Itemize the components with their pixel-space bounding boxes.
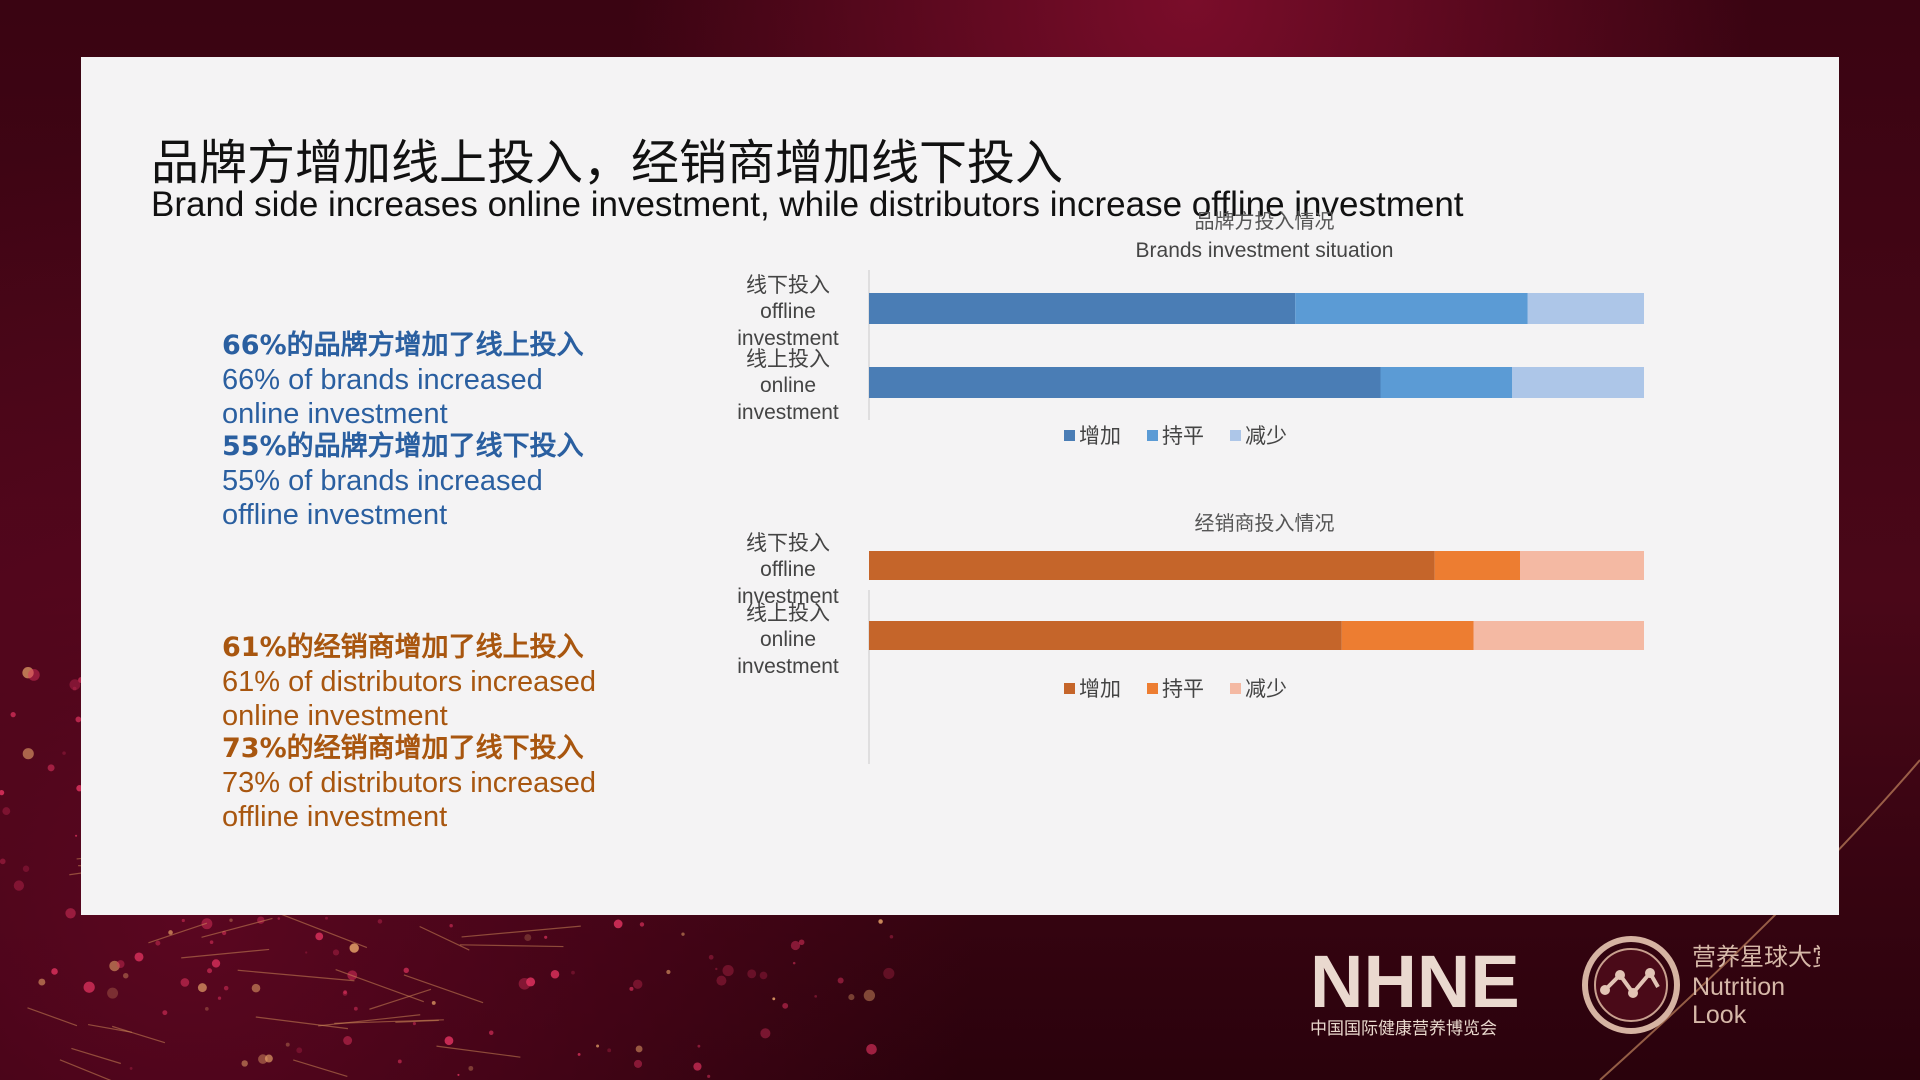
chart-title: 经销商投入情况 — [1195, 512, 1335, 535]
nhne-logo-subtitle: 中国国际健康营养博览会 — [1310, 1019, 1497, 1039]
category-label-en1: offline — [760, 558, 816, 581]
distributor-stat-online-en1: 61% of distributors increased — [222, 666, 596, 698]
legend-label-增加: 增加 — [1079, 425, 1121, 448]
category-label-en2: investment — [737, 401, 839, 424]
category-label-cn: 线上投入 — [746, 348, 830, 371]
legend-swatch-持平 — [1147, 430, 1158, 441]
bar-0-持平 — [1434, 551, 1520, 580]
chart-title: 品牌方投入情况 — [1195, 210, 1335, 233]
category-label-cn: 线下投入 — [746, 532, 830, 555]
legend-swatch-持平 — [1147, 683, 1158, 694]
nutrition-look-emblem-icon — [1582, 936, 1680, 1034]
brand-stat-offline-cn: 55%的品牌方增加了线下投入 — [222, 431, 584, 462]
brand-stat-online-en1: 66% of brands increased — [222, 364, 543, 396]
legend-label-减少: 减少 — [1245, 425, 1287, 448]
bar-1-持平 — [1380, 367, 1513, 398]
nhne-logo-text: NHNE — [1310, 940, 1520, 1023]
bar-0-减少 — [1527, 293, 1644, 324]
bar-0-增加 — [869, 293, 1296, 324]
legend-label-持平: 持平 — [1162, 678, 1204, 701]
brand-stat-offline-en1: 55% of brands increased — [222, 465, 543, 497]
legend-swatch-减少 — [1230, 430, 1241, 441]
bar-0-增加 — [869, 551, 1435, 580]
page-title-en: Brand side increases online investment, … — [151, 185, 1464, 224]
brand-stat-offline-en2: offline investment — [222, 499, 448, 531]
legend-label-减少: 减少 — [1245, 678, 1287, 701]
bar-1-减少 — [1512, 367, 1644, 398]
bar-1-增加 — [869, 621, 1342, 650]
category-label-en2: investment — [737, 327, 839, 350]
bar-1-持平 — [1341, 621, 1474, 650]
legend-swatch-增加 — [1064, 683, 1075, 694]
bar-0-减少 — [1520, 551, 1644, 580]
category-label-cn: 线上投入 — [746, 602, 830, 625]
distributor-stat-online: 61%的经销商增加了线上投入 61% of distributors incre… — [222, 631, 596, 733]
category-label-en2: investment — [737, 655, 839, 678]
brand-stat-online: 66%的品牌方增加了线上投入 66% of brands increased o… — [222, 329, 584, 431]
brands-investment-chart: 品牌方投入情况 Brands investment situation 线下投入 of… — [737, 210, 1644, 448]
bar-1-减少 — [1473, 621, 1644, 650]
nutrition-look-en2: Look — [1692, 1001, 1747, 1029]
category-label-cn: 线下投入 — [746, 274, 830, 297]
nutrition-look-cn: 营养星球大赏 — [1692, 943, 1820, 971]
distributor-stat-online-en2: online investment — [222, 700, 448, 732]
legend-label-增加: 增加 — [1079, 678, 1121, 701]
distributor-stat-offline: 73%的经销商增加了线下投入 73% of distributors incre… — [222, 732, 596, 834]
legend-swatch-增加 — [1064, 430, 1075, 441]
category-label-en2: investment — [737, 585, 839, 608]
brand-stat-offline: 55%的品牌方增加了线下投入 55% of brands increased o… — [222, 430, 584, 532]
brand-stat-online-en2: online investment — [222, 398, 448, 430]
category-label-en1: online — [760, 628, 816, 651]
bar-0-持平 — [1295, 293, 1528, 324]
distributor-stat-offline-en2: offline investment — [222, 801, 448, 833]
content-panel: 品牌方增加线上投入，经销商增加线下投入 Brand side increases… — [81, 57, 1839, 915]
brand-stat-online-cn: 66%的品牌方增加了线上投入 — [222, 330, 584, 361]
legend-swatch-减少 — [1230, 683, 1241, 694]
distributor-stat-online-cn: 61%的经销商增加了线上投入 — [222, 632, 584, 663]
nutrition-look-en1: Nutrition — [1692, 973, 1785, 1001]
distributor-stat-offline-cn: 73%的经销商增加了线下投入 — [222, 733, 584, 764]
logo-area: NHNE 中国国际健康营养博览会 营养星球大赏 Nutrition Look — [1310, 936, 1820, 1039]
page-title-cn: 品牌方增加线上投入，经销商增加线下投入 — [151, 135, 1064, 191]
distributors-investment-chart: 经销商投入情况Distributors investment situation… — [737, 512, 1644, 764]
chart-subtitle: Brands investment situation — [1136, 239, 1394, 262]
legend-label-持平: 持平 — [1162, 425, 1204, 448]
category-label-en1: offline — [760, 300, 816, 323]
category-label-en1: online — [760, 374, 816, 397]
bar-1-增加 — [869, 367, 1381, 398]
distributor-stat-offline-en1: 73% of distributors increased — [222, 767, 596, 799]
